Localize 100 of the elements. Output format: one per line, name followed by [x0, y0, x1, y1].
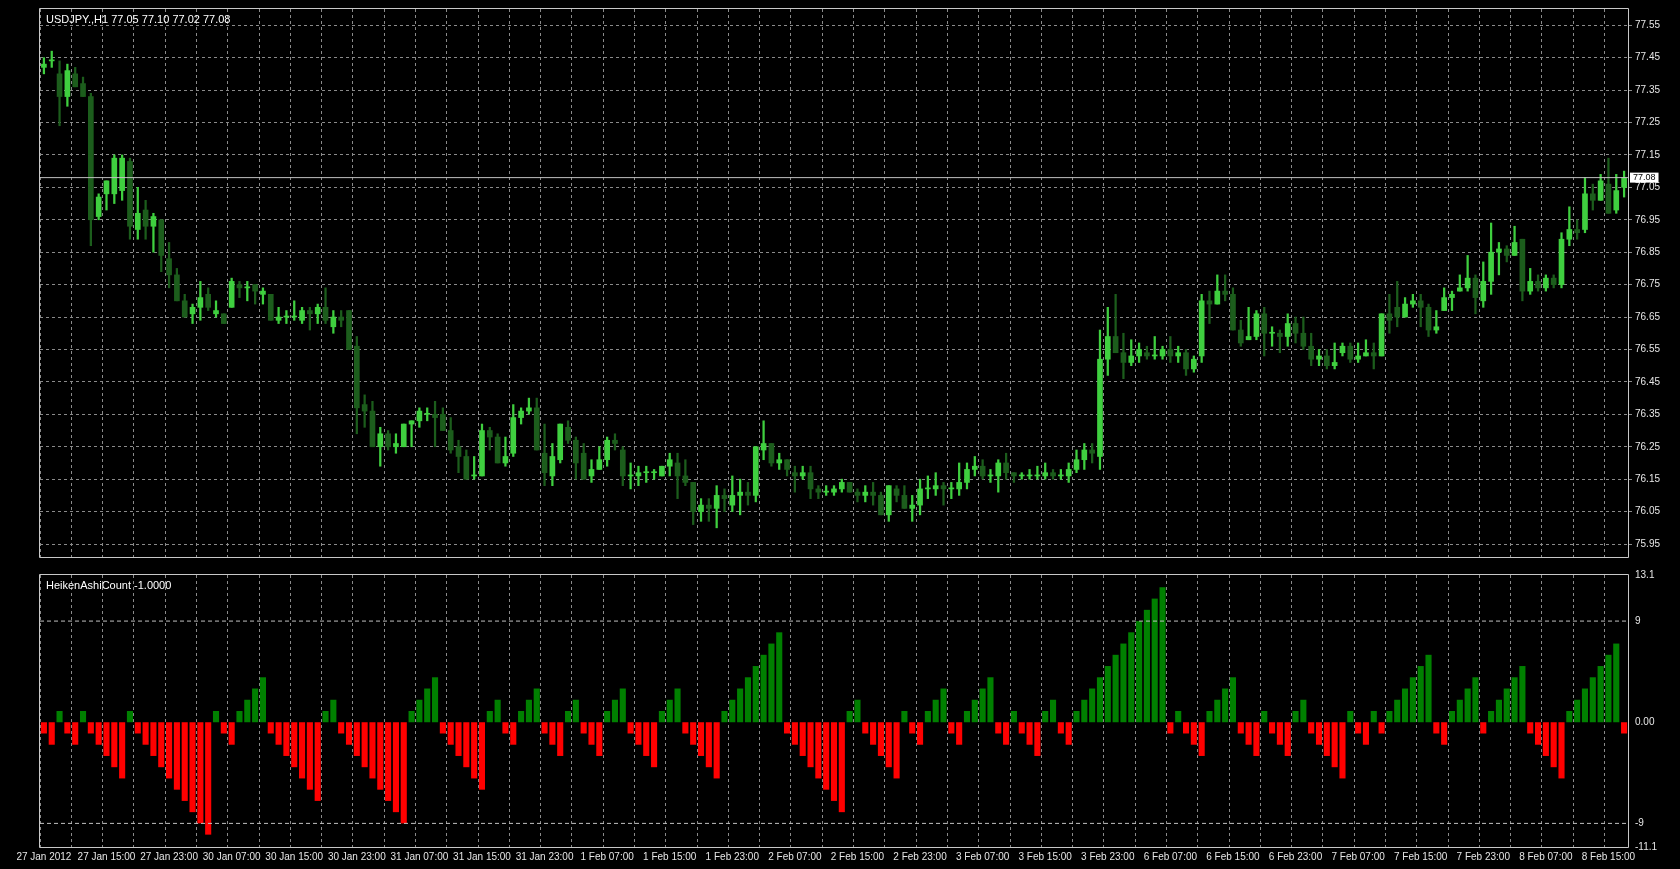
bar — [643, 722, 650, 756]
y-tick-label: 77.15 — [1635, 148, 1661, 160]
bar — [1347, 711, 1354, 723]
bar — [87, 722, 94, 734]
x-tick-label: 3 Feb 07:00 — [955, 850, 1010, 862]
bar — [830, 722, 838, 801]
bar — [877, 722, 884, 756]
bar — [1284, 722, 1291, 756]
ref-line-label: 77.08 — [1633, 172, 1656, 183]
bar — [353, 722, 360, 756]
x-tick-label: 30 Jan 07:00 — [202, 850, 262, 862]
bar — [948, 722, 955, 734]
y-tick-label: 76.05 — [1635, 505, 1661, 517]
bar — [1003, 722, 1010, 745]
bar — [471, 722, 478, 779]
bar — [314, 722, 321, 801]
bar — [252, 688, 259, 723]
bar — [1589, 677, 1596, 723]
bar — [564, 711, 572, 723]
bar — [166, 722, 173, 779]
bar — [126, 711, 134, 723]
candlestick — [275, 306, 282, 324]
bar — [752, 666, 759, 723]
bar — [784, 722, 791, 734]
bar — [1362, 722, 1369, 745]
chart-title: USDJPY.,H1 77.05 77.10 77.02 77.08 — [46, 12, 231, 25]
x-tick-label: 3 Feb 23:00 — [1081, 850, 1135, 862]
bar — [220, 722, 227, 734]
bar — [1198, 722, 1205, 756]
bar — [1448, 711, 1456, 723]
bar — [1495, 699, 1502, 723]
bar — [1065, 722, 1072, 745]
bar — [502, 722, 509, 734]
bar — [1182, 722, 1190, 734]
bar — [572, 699, 579, 723]
bar — [893, 722, 900, 779]
bar — [431, 677, 439, 723]
x-tick-label: 30 Jan 15:00 — [265, 850, 324, 862]
bar — [212, 711, 220, 723]
x-tick-label: 8 Feb 07:00 — [1519, 850, 1573, 862]
bar — [1222, 688, 1229, 723]
bar — [525, 699, 532, 723]
bar — [306, 722, 313, 790]
x-tick-label: 8 Feb 15:00 — [1581, 850, 1636, 862]
candlestick — [408, 420, 415, 448]
x-tick-label: 1 Feb 07:00 — [580, 850, 635, 862]
bar — [1456, 699, 1463, 723]
bar — [345, 722, 353, 745]
bar — [658, 711, 665, 723]
bar — [1433, 722, 1440, 734]
x-tick-label: 7 Feb 07:00 — [1331, 850, 1386, 862]
y-tick-label: 76.65 — [1635, 310, 1661, 322]
y-tick-label: 75.95 — [1635, 537, 1661, 549]
bar — [40, 722, 47, 734]
bar — [690, 722, 697, 745]
bar — [611, 699, 619, 723]
bar — [744, 677, 751, 723]
y-tick-label: 0.00 — [1635, 715, 1655, 727]
bar — [158, 722, 165, 768]
bar — [901, 711, 908, 723]
bar — [338, 722, 345, 734]
bar — [1613, 643, 1620, 723]
bar — [1057, 722, 1064, 734]
bar — [1542, 722, 1549, 756]
bar — [604, 711, 611, 723]
candlestick — [1120, 332, 1127, 379]
bar — [1386, 711, 1393, 723]
bar — [697, 722, 705, 756]
bar — [56, 711, 63, 723]
bar — [1128, 632, 1135, 723]
bar — [267, 722, 274, 734]
bar — [1315, 722, 1323, 745]
candlestick — [1386, 294, 1393, 334]
bar — [909, 722, 916, 734]
bar — [1136, 621, 1143, 723]
bar — [1355, 722, 1362, 734]
bar — [1480, 722, 1487, 734]
bar — [385, 722, 392, 801]
bar — [1089, 688, 1096, 723]
bar — [1049, 699, 1057, 723]
bar — [510, 722, 517, 745]
bar — [971, 699, 978, 723]
bar — [173, 722, 180, 790]
x-tick-label: 2 Feb 07:00 — [768, 850, 823, 862]
bar — [651, 722, 658, 768]
bar — [299, 722, 306, 779]
bar — [518, 711, 525, 723]
bar — [995, 722, 1002, 734]
y-tick-label: -11.1 — [1635, 840, 1658, 852]
y-tick-label: 77.25 — [1635, 116, 1661, 128]
bar — [1237, 722, 1244, 734]
bar — [1394, 699, 1401, 723]
bar — [478, 722, 486, 790]
bar — [1276, 722, 1283, 745]
y-tick-label: 77.35 — [1635, 83, 1661, 95]
bar — [486, 711, 493, 723]
y-tick-label: 76.85 — [1635, 245, 1661, 257]
x-tick-label: 7 Feb 15:00 — [1394, 850, 1448, 862]
bar — [1010, 711, 1017, 723]
x-tick-label: 7 Feb 23:00 — [1456, 850, 1511, 862]
